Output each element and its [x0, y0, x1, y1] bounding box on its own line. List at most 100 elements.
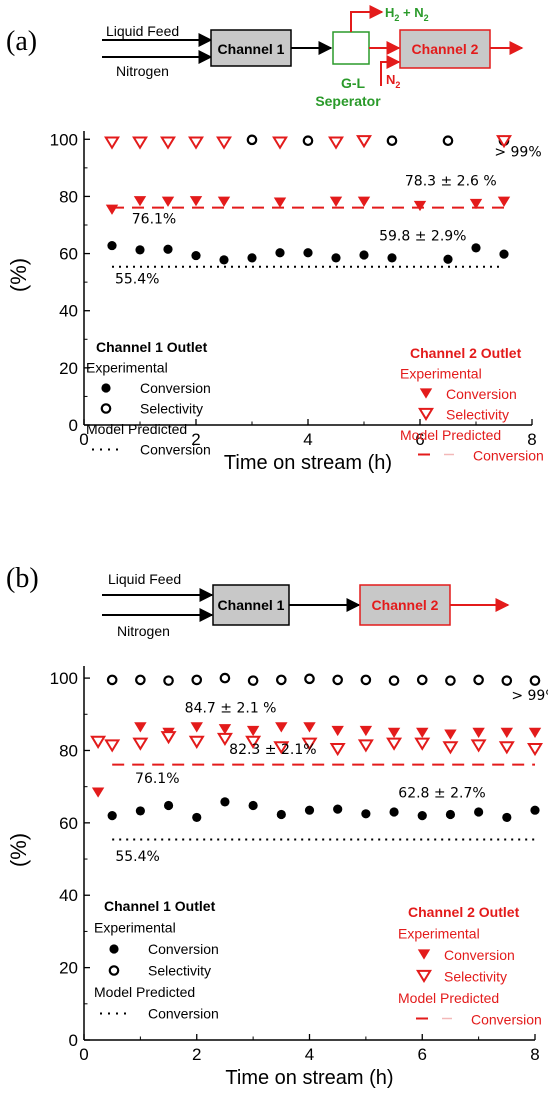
data-point	[246, 725, 260, 737]
data-point	[190, 722, 203, 733]
data-point	[133, 196, 147, 207]
data-point	[188, 735, 205, 749]
data-point	[192, 812, 202, 823]
data-point	[386, 737, 403, 751]
legend-right-conversion-marker	[417, 949, 431, 960]
separator-box	[332, 31, 370, 65]
y-tick-label: 100	[50, 130, 78, 149]
x-tick-label: 6	[415, 430, 424, 449]
data-point	[331, 725, 344, 737]
annotation: 59.8 ± 2.9%	[379, 229, 466, 245]
data-point	[499, 249, 509, 259]
data-point	[333, 804, 343, 814]
panel-a-label: (a)	[6, 26, 37, 57]
data-point	[104, 136, 120, 150]
x-axis-label: Time on stream (h)	[225, 1067, 393, 1089]
data-point	[443, 254, 453, 264]
data-point	[273, 197, 287, 208]
legend-left-model: Model Predicted	[94, 984, 195, 1000]
data-point	[219, 255, 229, 265]
data-point	[217, 196, 231, 207]
data-point	[442, 741, 459, 755]
legend-left-model: Model Predicted	[86, 421, 187, 437]
data-point	[301, 737, 318, 751]
n2-main: N	[386, 72, 395, 87]
data-point	[216, 732, 233, 747]
y-axis-label: (%)	[6, 258, 31, 292]
data-point	[502, 812, 512, 823]
legend-right-model: Model Predicted	[398, 990, 499, 1006]
gas-out-label: H2 + N2	[385, 5, 429, 23]
data-point	[469, 198, 483, 210]
data-point	[161, 196, 175, 207]
data-point	[105, 204, 119, 215]
annotation: 76.1%	[135, 771, 179, 787]
data-point	[303, 248, 313, 258]
data-point	[361, 809, 371, 819]
data-point	[413, 200, 427, 212]
data-point	[497, 196, 511, 207]
data-point	[359, 725, 373, 737]
data-point	[528, 727, 542, 738]
annotation: > 99%	[511, 688, 548, 704]
x-tick-label: 4	[305, 1045, 314, 1064]
x-tick-label: 2	[192, 1045, 201, 1064]
data-point	[332, 674, 343, 686]
input-liquid-feed-label: Liquid Feed	[106, 23, 179, 39]
data-point	[389, 807, 399, 817]
data-point	[414, 737, 431, 751]
separator-label-1: G-L	[341, 75, 366, 91]
legend-right-conversion-marker	[419, 388, 433, 399]
data-point	[442, 135, 454, 147]
data-point	[388, 675, 400, 686]
data-point	[163, 800, 174, 811]
legend-right-experimental: Experimental	[398, 926, 480, 942]
data-point	[529, 675, 541, 686]
b-channel-2-box	[359, 584, 451, 626]
data-point	[247, 253, 257, 263]
data-point	[191, 674, 203, 686]
data-point	[445, 809, 456, 820]
data-point	[530, 805, 540, 815]
data-point	[247, 675, 259, 686]
x-tick-label: 8	[530, 1045, 539, 1064]
x-tick-label: 0	[79, 430, 88, 449]
annotation: 55.4%	[115, 272, 159, 288]
data-point	[272, 136, 288, 150]
data-point	[445, 675, 456, 686]
chart-b: 0 20 40 60 80 100 0 2 4 6 8 Time on stream (h) (%) 84…	[6, 666, 548, 1089]
legend-right-selectivity: Selectivity	[446, 407, 509, 423]
gas-out-h-sub: 2	[394, 13, 399, 23]
data-point	[220, 797, 230, 807]
legend-left-conversion-marker	[101, 383, 111, 393]
y-tick-label: 20	[59, 359, 78, 378]
data-point	[471, 243, 481, 253]
y-tick-label: 40	[59, 302, 78, 321]
data-point	[91, 787, 105, 798]
data-point	[276, 674, 287, 686]
legend-right-model: Model Predicted	[400, 427, 501, 443]
legend-left-experimental: Experimental	[94, 920, 176, 936]
legend-left-conversion: Conversion	[148, 941, 219, 957]
input-nitrogen-label: Nitrogen	[116, 63, 169, 79]
n2-feed-arrow	[380, 55, 401, 86]
y-tick-label: 0	[69, 1031, 78, 1050]
data-point	[329, 743, 346, 757]
y-tick-label: 20	[59, 959, 78, 978]
legend-right-model-conversion: Conversion	[473, 448, 544, 464]
data-point	[472, 727, 485, 738]
b-channel-1-label: Channel 1	[218, 597, 285, 613]
data-point	[160, 731, 177, 745]
data-point	[500, 727, 514, 738]
legend-left-model-conversion: Conversion	[140, 442, 211, 458]
data-point	[163, 675, 174, 686]
data-point	[470, 739, 487, 753]
data-point	[219, 672, 231, 684]
separator-label-2: Seperator	[315, 93, 381, 109]
data-point	[107, 811, 117, 821]
channel-2-box	[399, 29, 491, 69]
y-tick-label: 60	[59, 814, 78, 833]
data-point	[275, 722, 288, 733]
data-point	[501, 675, 513, 686]
data-point	[302, 135, 314, 147]
